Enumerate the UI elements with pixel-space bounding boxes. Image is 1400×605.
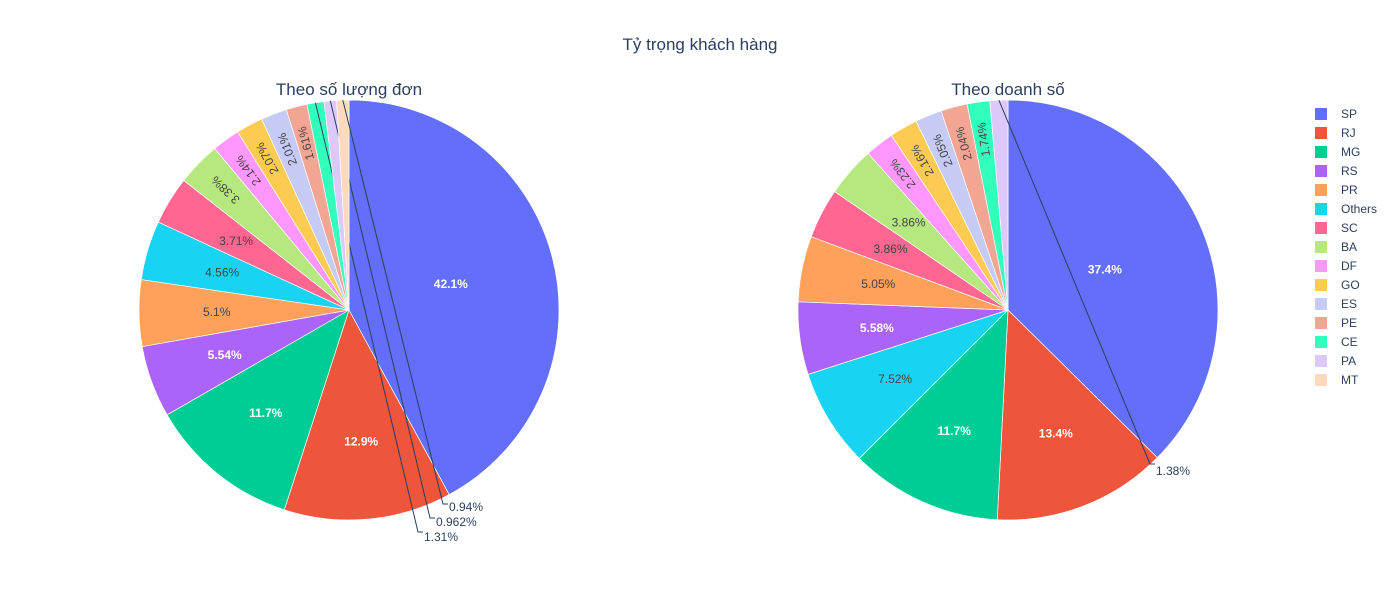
legend-swatch-rs — [1315, 165, 1327, 177]
pie-0-label-others: 4.56% — [205, 265, 239, 279]
pie-0-leader-line-pa — [329, 100, 435, 519]
legend-swatch-go — [1315, 279, 1327, 291]
pie-1-label-rj: 13.4% — [1039, 426, 1073, 440]
legend-label-pr: PR — [1341, 183, 1358, 197]
pie-0-leader-line-ce — [314, 102, 423, 533]
pie-0-slice-mt[interactable] — [336, 99, 350, 311]
pie-1-label-rs: 5.58% — [860, 321, 894, 335]
pie-0-slice-mg[interactable] — [166, 309, 350, 511]
pie-0-label-rs: 5.54% — [208, 348, 242, 362]
pie-1-label-pa: 1.38% — [1156, 464, 1190, 478]
legend: SP RJ MG RS PR Others SC BA DF GO ES PE CE PA MT — [1315, 107, 1377, 387]
pie-revenue: 37.4% 13.4% 11.7% 7.52% 5.58% 5.05% 3.86% 3.86%… — [797, 99, 1219, 521]
pie-1-label-others: 7.52% — [878, 372, 912, 386]
legend-label-rj: RJ — [1341, 126, 1356, 140]
legend-swatch-es — [1315, 298, 1327, 310]
legend-label-ba: BA — [1341, 240, 1357, 254]
legend-swatch-sc — [1315, 222, 1327, 234]
pie-1-label-pr: 5.05% — [861, 277, 895, 291]
legend-swatch-pe — [1315, 317, 1327, 329]
legend-item-rs[interactable]: RS — [1315, 164, 1358, 178]
legend-item-ba[interactable]: BA — [1315, 240, 1357, 254]
pie-1-label-ba: 3.86% — [892, 216, 926, 230]
pie-0-label-pr: 5.1% — [203, 305, 231, 319]
legend-label-df: DF — [1341, 259, 1357, 273]
pie-0-label-mg: 11.7% — [249, 406, 283, 420]
legend-item-go[interactable]: GO — [1315, 278, 1360, 292]
legend-swatch-ba — [1315, 241, 1327, 253]
legend-swatch-rj — [1315, 127, 1327, 139]
figure-title: Tỷ trọng khách hàng — [623, 35, 778, 54]
legend-item-pa[interactable]: PA — [1315, 354, 1356, 368]
pie-0-slice-sp[interactable] — [348, 99, 560, 496]
legend-label-mt: MT — [1341, 373, 1359, 387]
pie-1-leader-line-pa — [998, 100, 1155, 465]
pie-0-label-mt: 0.94% — [449, 500, 483, 514]
legend-item-es[interactable]: ES — [1315, 297, 1357, 311]
legend-label-mg: MG — [1341, 145, 1360, 159]
legend-swatch-sp — [1315, 108, 1327, 120]
subplot-title-revenue: Theo doanh số — [951, 80, 1065, 99]
legend-label-pe: PE — [1341, 316, 1357, 330]
legend-item-rj[interactable]: RJ — [1315, 126, 1356, 140]
subplot-title-orders: Theo số lượng đơn — [276, 80, 422, 99]
legend-swatch-mt — [1315, 374, 1327, 386]
pie-orders: 42.1%12.9%11.7%5.54%5.1%4.56%3.71%3.38%2… — [138, 99, 560, 544]
pie-1-slice-rj[interactable] — [996, 309, 1158, 521]
legend-item-df[interactable]: DF — [1315, 259, 1357, 273]
legend-item-mg[interactable]: MG — [1315, 145, 1360, 159]
legend-swatch-others — [1315, 203, 1327, 215]
pie-1-slice-mg[interactable] — [858, 309, 1009, 521]
pie-0-label-rj: 12.9% — [344, 435, 378, 449]
pie-0-slice-rj[interactable] — [283, 309, 450, 521]
legend-label-ce: CE — [1341, 335, 1358, 349]
pie-0-leader-line-mt — [342, 99, 448, 505]
legend-label-pa: PA — [1341, 354, 1356, 368]
legend-label-go: GO — [1341, 278, 1360, 292]
legend-item-mt[interactable]: MT — [1315, 373, 1359, 387]
pie-1-label-sc: 3.86% — [873, 242, 907, 256]
pie-1-slice-pa[interactable] — [989, 99, 1009, 311]
legend-item-pe[interactable]: PE — [1315, 316, 1357, 330]
legend-item-others[interactable]: Others — [1315, 202, 1377, 216]
pie-0-label-sc: 3.71% — [219, 234, 253, 248]
legend-item-pr[interactable]: PR — [1315, 183, 1358, 197]
legend-item-ce[interactable]: CE — [1315, 335, 1358, 349]
legend-label-sp: SP — [1341, 107, 1357, 121]
legend-item-sp[interactable]: SP — [1315, 107, 1357, 121]
legend-label-rs: RS — [1341, 164, 1358, 178]
legend-swatch-df — [1315, 260, 1327, 272]
legend-label-others: Others — [1341, 202, 1377, 216]
legend-swatch-pr — [1315, 184, 1327, 196]
legend-item-sc[interactable]: SC — [1315, 221, 1358, 235]
legend-swatch-pa — [1315, 355, 1327, 367]
legend-label-es: ES — [1341, 297, 1357, 311]
pie-0-label-sp: 42.1% — [434, 277, 468, 291]
pie-1-slice-sp[interactable] — [1007, 99, 1219, 459]
legend-label-sc: SC — [1341, 221, 1358, 235]
pie-1-label-sp: 37.4% — [1088, 263, 1122, 277]
pie-0-label-pa: 0.962% — [436, 515, 477, 529]
legend-swatch-ce — [1315, 336, 1327, 348]
pie-1-label-ce: 1.74% — [974, 121, 993, 157]
pie-0-label-ce: 1.31% — [424, 530, 458, 544]
legend-swatch-mg — [1315, 146, 1327, 158]
pie-1-slice-others[interactable] — [807, 309, 1009, 459]
pie-1-label-mg: 11.7% — [938, 424, 972, 438]
